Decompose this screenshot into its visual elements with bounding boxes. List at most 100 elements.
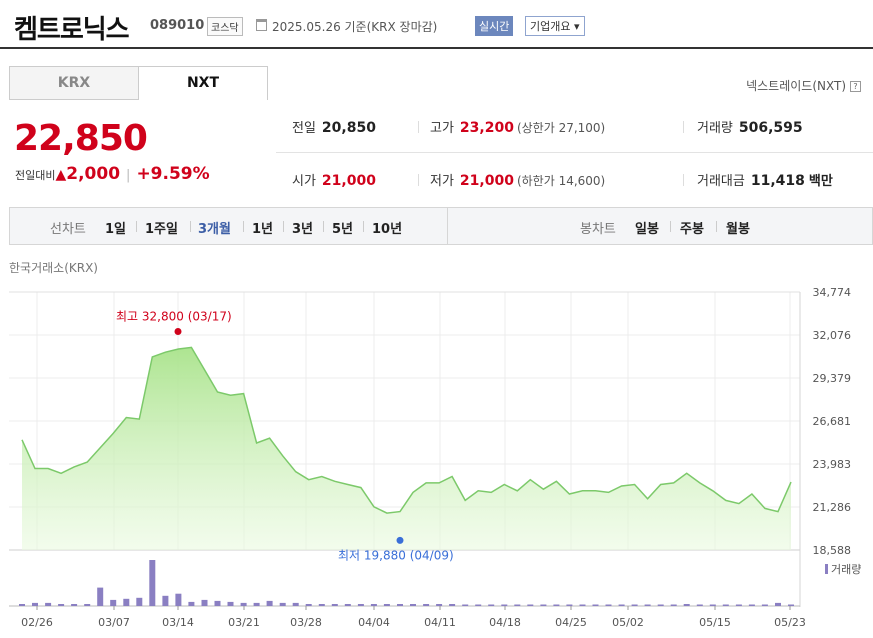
- period-10y[interactable]: 10년: [372, 222, 403, 237]
- volume-legend-label: 거래량: [831, 563, 861, 576]
- volume-bar: [592, 604, 599, 606]
- stat-divider: [683, 174, 684, 186]
- period-1y[interactable]: 1년: [252, 222, 274, 237]
- stat-label: 고가: [430, 121, 454, 136]
- tab-nxt[interactable]: NXT: [138, 66, 268, 100]
- volume-bar: [709, 604, 716, 606]
- ticker-code: 089010: [150, 18, 205, 33]
- volume-bar: [775, 602, 781, 606]
- x-tick-label: 03/07: [98, 616, 130, 629]
- x-tick-label: 05/23: [774, 616, 806, 629]
- volume-bar: [58, 604, 65, 606]
- exchange-tabs: KRX NXT: [9, 66, 269, 100]
- stat-label: 전일: [292, 121, 316, 136]
- x-tick-label: 05/02: [612, 616, 644, 629]
- price-area: [22, 347, 791, 550]
- stat-row-divider: [276, 152, 873, 153]
- stat-volume: 거래량 506,595: [697, 117, 803, 136]
- x-tick-label: 03/14: [162, 616, 194, 629]
- period-1d[interactable]: 1일: [105, 222, 127, 237]
- candle-daily[interactable]: 일봉: [635, 222, 659, 237]
- stat-value: 21,000: [321, 173, 376, 189]
- volume-bar: [305, 604, 312, 606]
- low-label: 최저 19,880 (04/09): [338, 548, 454, 562]
- volume-bar: [462, 604, 469, 606]
- period-separator: [243, 221, 244, 232]
- volume-bar: [410, 604, 416, 606]
- volume-bar: [644, 604, 651, 606]
- stat-value: 11,418: [750, 173, 805, 189]
- price-change: 전일대비▲2,000 | +9.59%: [15, 164, 210, 184]
- header-divider: [0, 47, 873, 49]
- stat-high: 고가 23,200 (상한가 27,100): [430, 117, 605, 136]
- stat-label: 시가: [292, 174, 316, 189]
- tab-krx[interactable]: KRX: [9, 66, 139, 100]
- period-1w[interactable]: 1주일: [145, 222, 178, 237]
- candle-monthly[interactable]: 월봉: [726, 222, 750, 237]
- period-bar-divider: [447, 208, 448, 244]
- stat-low: 저가 21,000 (하한가 14,600): [430, 170, 605, 189]
- x-tick-label: 03/21: [228, 616, 260, 629]
- volume-bar: [84, 604, 91, 606]
- stat-value: 23,200: [459, 120, 514, 136]
- volume-bar: [383, 604, 390, 606]
- x-tick-label: 04/04: [358, 616, 390, 629]
- high-label: 최고 32,800 (03/17): [116, 309, 232, 323]
- stat-divider: [683, 121, 684, 133]
- volume-bar: [579, 604, 586, 606]
- period-3y[interactable]: 3년: [292, 222, 314, 237]
- volume-bar: [735, 604, 742, 606]
- volume-bar: [761, 604, 768, 606]
- volume-bar: [540, 604, 547, 606]
- stat-value: 506,595: [738, 120, 803, 136]
- y-tick-label: 29,379: [813, 372, 852, 385]
- stat-value: 21,000: [459, 173, 514, 189]
- period-3m[interactable]: 3개월: [198, 222, 231, 237]
- up-triangle-icon: ▲: [55, 167, 67, 183]
- x-tick-label: 04/25: [555, 616, 587, 629]
- volume-bar: [696, 604, 703, 606]
- change-amount: 2,000: [66, 164, 121, 184]
- price-chart: 34,774 32,076 29,379 26,681 23,983 21,286 18,5…: [9, 286, 861, 629]
- volume-bar: [488, 604, 495, 606]
- volume-bar: [683, 604, 690, 606]
- volume-bar: [618, 604, 625, 606]
- period-separator: [670, 221, 671, 232]
- x-tick-label: 02/26: [21, 616, 53, 629]
- candle-chart-label: 봉차트: [580, 222, 616, 237]
- volume-bar: [266, 600, 273, 606]
- volume-bar: [631, 604, 638, 606]
- volume-bar: [722, 604, 729, 606]
- volume-bar: [19, 604, 25, 606]
- change-percent: +9.59%: [136, 164, 210, 184]
- period-separator: [363, 221, 364, 232]
- help-icon[interactable]: ?: [850, 81, 861, 92]
- volume-bar: [553, 604, 560, 606]
- price-line: [21, 346, 792, 514]
- stat-prev-close: 전일 20,850: [292, 117, 376, 136]
- period-separator: [190, 221, 191, 232]
- company-info-dropdown[interactable]: 기업개요 ▾: [525, 16, 585, 36]
- y-tick-label: 18,588: [813, 544, 852, 557]
- stat-divider: [418, 121, 419, 133]
- volume-bar: [136, 597, 143, 606]
- volume-bar: [253, 602, 260, 606]
- base-date: 2025.05.26 기준(KRX 장마감): [272, 20, 438, 34]
- stat-open: 시가 21,000: [292, 170, 376, 189]
- period-5y[interactable]: 5년: [332, 222, 354, 237]
- volume-bar: [149, 560, 156, 606]
- volume-bar: [175, 593, 182, 606]
- volume-bars: [9, 560, 800, 607]
- y-tick-label: 34,774: [813, 286, 852, 299]
- period-separator: [716, 221, 717, 232]
- market-badge: 코스닥: [207, 17, 243, 36]
- realtime-button[interactable]: 실시간: [475, 16, 514, 36]
- stat-label: 거래대금: [697, 174, 745, 189]
- candle-weekly[interactable]: 주봉: [680, 222, 704, 237]
- volume-bar: [123, 598, 130, 606]
- stat-value: 20,850: [321, 120, 376, 136]
- volume-bar: [292, 602, 299, 606]
- volume-bar: [240, 602, 247, 606]
- x-tick-label: 03/28: [290, 616, 322, 629]
